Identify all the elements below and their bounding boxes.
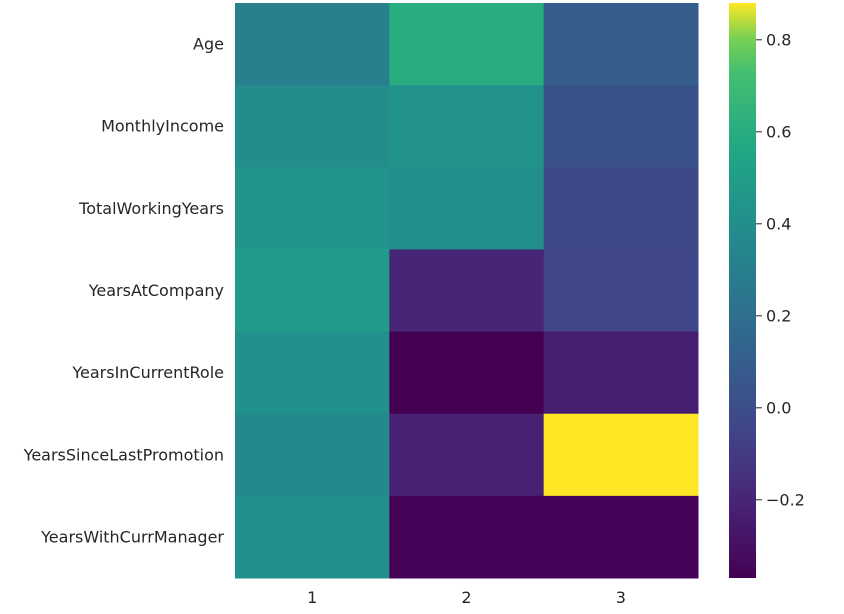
heatmap-cell-r3-c1	[235, 167, 390, 250]
heatmap-cell-r1-c3	[543, 3, 699, 86]
y-tick-label: YearsWithCurrManager	[40, 527, 224, 546]
colorbar-tick-label: 0.0	[766, 398, 791, 417]
heatmap-cell-r6-c1	[235, 413, 390, 497]
heatmap-cell-r5-c1	[235, 331, 390, 415]
colorbar-tick-label: 0.2	[766, 306, 791, 325]
y-tick-labels: Age MonthlyIncome TotalWorkingYears YearsAt…	[23, 35, 225, 547]
y-tick-label: YearsSinceLastPromotion	[23, 445, 224, 464]
x-tick-label: 1	[307, 588, 317, 607]
heatmap-cell-r7-c2	[389, 495, 545, 579]
heatmap-cell-r3-c2	[389, 167, 545, 250]
y-tick-label: YearsInCurrentRole	[71, 363, 224, 382]
colorbar-tick-label: −0.2	[766, 490, 805, 509]
heatmap-cell-r2-c1	[235, 85, 390, 168]
heatmap-cell-r7-c1	[235, 495, 390, 579]
heatmap-cell-r5-c3	[543, 331, 699, 415]
colorbar: −0.2 0.0 0.2 0.4 0.6 0.8	[729, 3, 805, 578]
y-tick-label: YearsAtCompany	[88, 281, 224, 300]
y-tick-label: TotalWorkingYears	[78, 199, 224, 218]
heatmap-cell-r5-c2	[389, 331, 545, 415]
heatmap-cell-r3-c3	[543, 167, 699, 250]
heatmap-cell-r1-c1	[235, 3, 390, 86]
x-tick-label: 3	[616, 588, 626, 607]
heatmap-cell-r4-c1	[235, 249, 390, 333]
heatmap-cell-r2-c3	[543, 85, 699, 168]
heatmap-cell-r1-c2	[389, 3, 545, 86]
heatmap-cell-r7-c3	[543, 495, 699, 579]
colorbar-tick-label: 0.6	[766, 122, 791, 141]
y-tick-label: Age	[193, 35, 224, 54]
heatmap-cell-r2-c2	[389, 85, 545, 168]
heatmap-cells	[235, 3, 699, 579]
colorbar-tick-label: 0.4	[766, 214, 791, 233]
heatmap-cell-r4-c2	[389, 249, 545, 333]
x-tick-label: 2	[461, 588, 471, 607]
heatmap-cell-r4-c3	[543, 249, 699, 333]
colorbar-gradient	[729, 3, 756, 578]
colorbar-tick-label: 0.8	[766, 30, 791, 49]
x-tick-labels: 1 2 3	[307, 588, 626, 607]
heatmap-cell-r6-c3	[543, 413, 699, 497]
heatmap-cell-r6-c2	[389, 413, 545, 497]
y-tick-label: MonthlyIncome	[101, 117, 224, 136]
